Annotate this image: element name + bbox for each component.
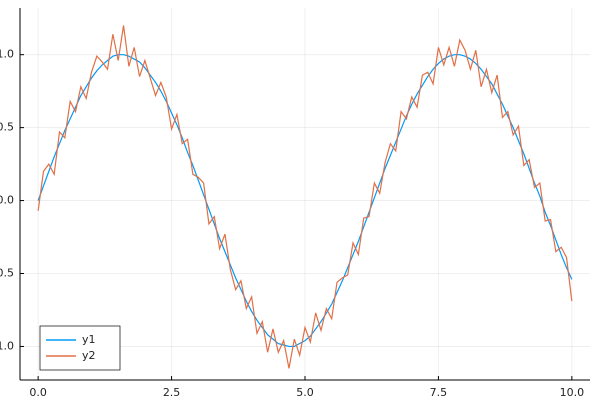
line-series <box>37 25 573 369</box>
x-tick-label: 10.0 <box>560 386 585 399</box>
y-tick-label: -0.5 <box>0 267 14 280</box>
legend-box <box>39 325 121 371</box>
legend-label: y1 <box>82 333 96 346</box>
x-tick-label: 7.5 <box>430 386 448 399</box>
x-tick-label: 0.0 <box>29 386 47 399</box>
legend-label: y2 <box>82 349 96 362</box>
y-tick-label: -1.0 <box>0 339 14 352</box>
y-tick-label: 1.0 <box>0 48 14 61</box>
x-tick-label: 5.0 <box>296 386 314 399</box>
x-tick-label: 2.5 <box>163 386 181 399</box>
y-tick-label: 0.0 <box>0 194 14 207</box>
y-tick-label: 0.5 <box>0 121 14 134</box>
